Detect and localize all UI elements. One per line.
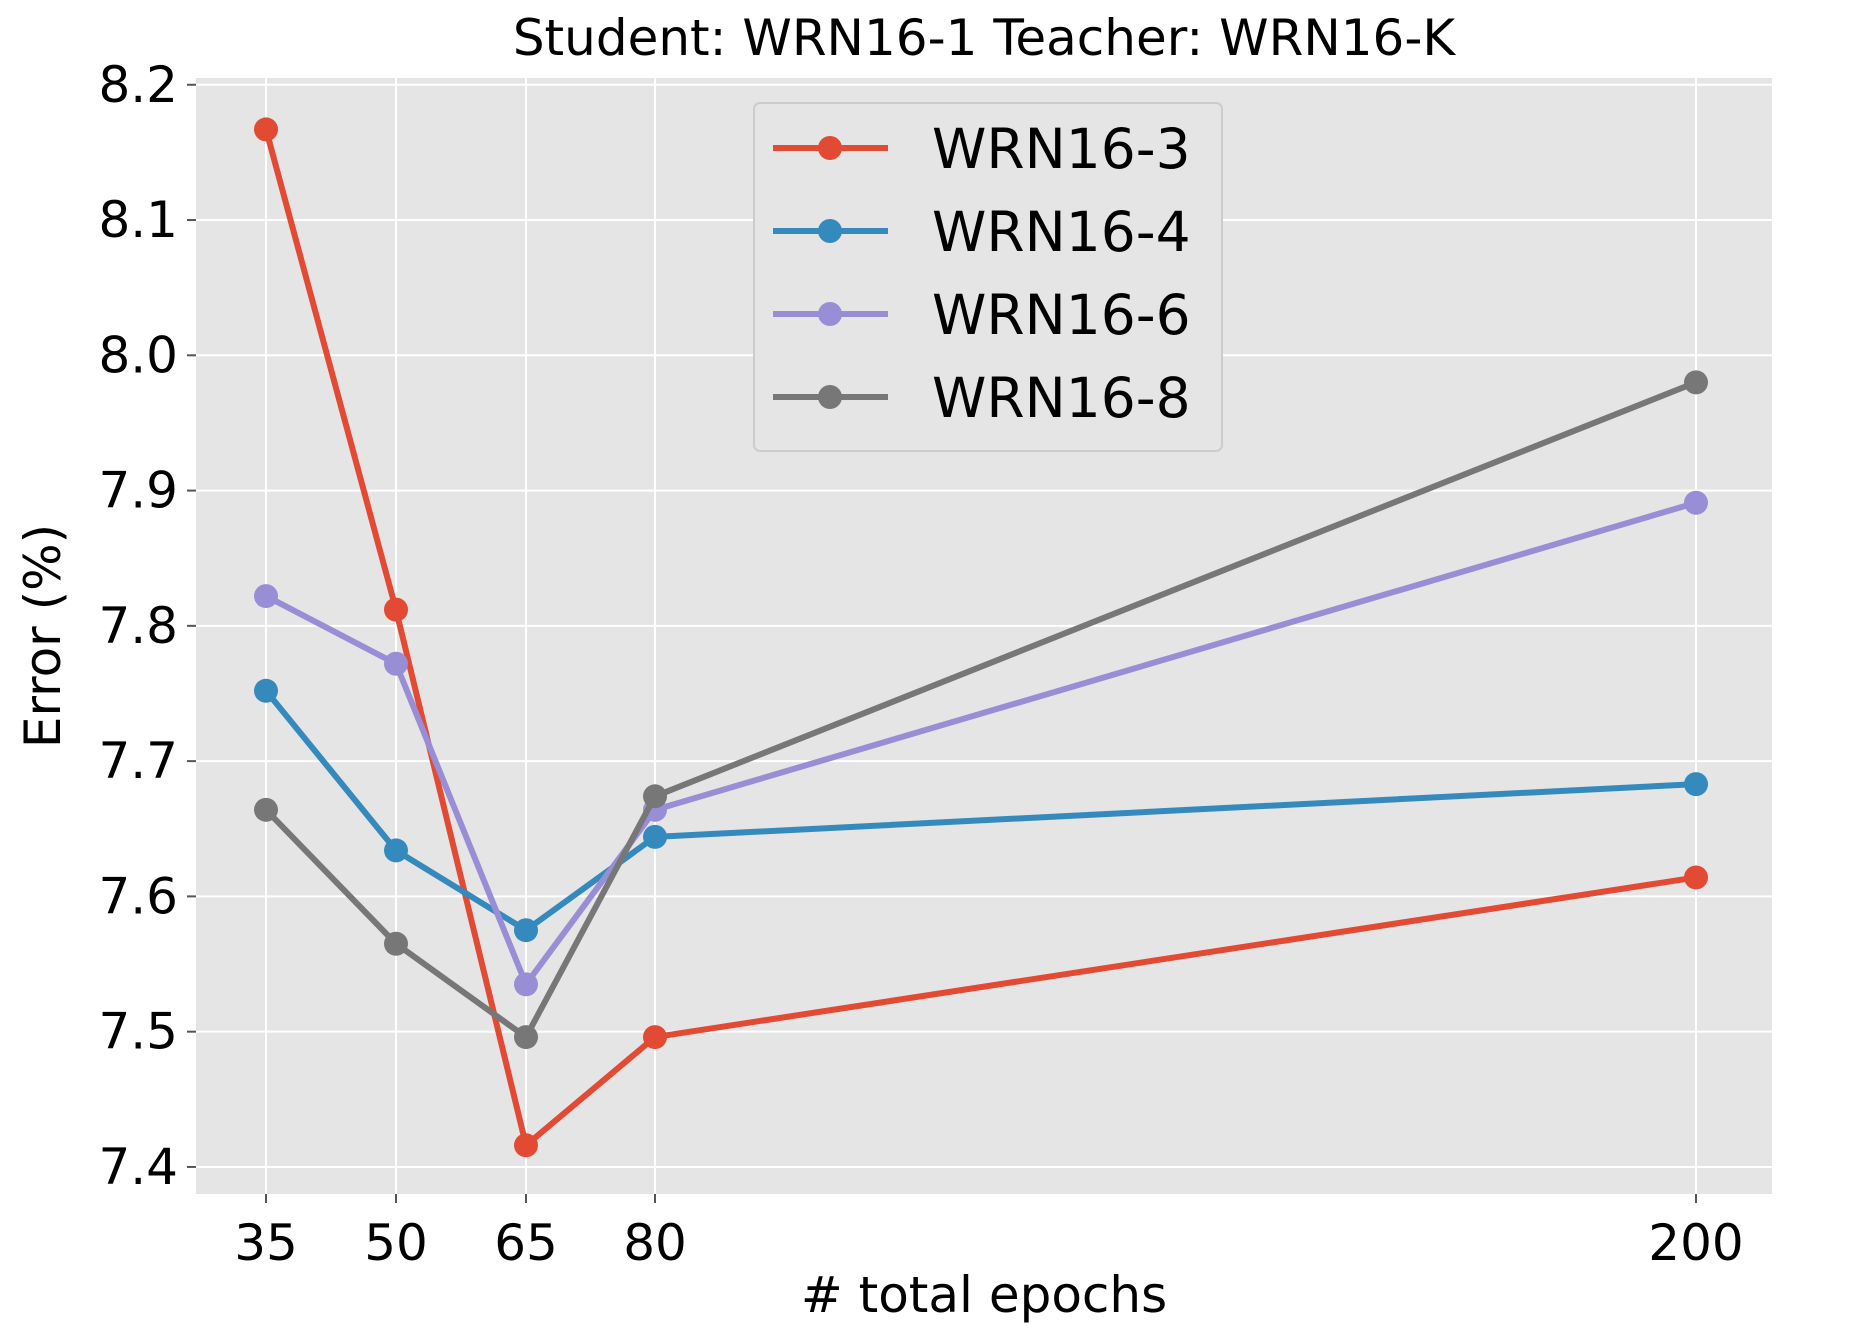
data-point: [514, 972, 538, 997]
data-point: [384, 838, 408, 863]
y-tick-label: 7.5: [98, 1003, 178, 1061]
legend: WRN16-3 WRN16-4 WRN16-6 WRN16-8: [753, 102, 1223, 452]
data-point: [643, 1025, 667, 1050]
series-wrn16-8: [254, 370, 1708, 1050]
data-point: [1684, 772, 1708, 797]
series-group: [254, 117, 1708, 1158]
data-point: [384, 597, 408, 622]
legend-marker: [818, 219, 842, 243]
y-tick-label: 7.7: [98, 732, 178, 790]
legend-box: [753, 102, 1223, 452]
x-tick-label: 65: [494, 1214, 558, 1272]
legend-label: WRN16-8: [932, 366, 1191, 430]
legend-item: WRN16-8: [773, 366, 1191, 430]
y-tick-label: 7.8: [98, 597, 178, 655]
data-point: [514, 1133, 538, 1158]
y-tick-label: 7.6: [98, 867, 178, 925]
legend-label: WRN16-6: [932, 283, 1191, 347]
legend-marker: [818, 302, 842, 326]
legend-marker: [818, 385, 842, 409]
legend-label: WRN16-3: [932, 117, 1191, 181]
chart-title: Student: WRN16-1 Teacher: WRN16-K: [513, 9, 1457, 67]
grid: [196, 78, 1772, 1194]
data-point: [643, 784, 667, 809]
y-tick-label: 7.9: [98, 462, 178, 520]
x-tick-label: 80: [623, 1214, 687, 1272]
series-wrn16-3: [254, 117, 1708, 1158]
data-point: [514, 1025, 538, 1050]
legend-item: WRN16-3: [773, 117, 1191, 181]
data-point: [1684, 865, 1708, 890]
data-point: [384, 651, 408, 676]
y-tick-label: 8.1: [98, 191, 178, 249]
data-point: [254, 117, 278, 142]
y-tick-label: 8.0: [98, 326, 178, 384]
data-point: [514, 918, 538, 943]
data-point: [254, 584, 278, 609]
y-tick-label: 8.2: [98, 56, 178, 114]
data-point: [254, 797, 278, 822]
legend-label: WRN16-4: [932, 200, 1191, 264]
x-tick-label: 35: [234, 1214, 298, 1272]
data-point: [384, 931, 408, 956]
legend-item: WRN16-4: [773, 200, 1191, 264]
x-tick-label: 200: [1648, 1214, 1743, 1272]
y-axis-label: Error (%): [14, 524, 72, 748]
legend-marker: [818, 136, 842, 160]
x-tick-label: 50: [364, 1214, 428, 1272]
data-point: [643, 824, 667, 849]
legend-item: WRN16-6: [773, 283, 1191, 347]
y-tick-label: 7.4: [98, 1138, 178, 1196]
axis-ticks: 7.4 7.5 7.6 7.7 7.8 7.9 8.0 8.1 8.2 35 50 65 80 200: [98, 56, 1743, 1272]
x-axis-label: # total epochs: [801, 1266, 1167, 1324]
data-point: [1684, 490, 1708, 515]
data-point: [254, 678, 278, 703]
data-point: [1684, 370, 1708, 395]
series-wrn16-4: [254, 678, 1708, 943]
